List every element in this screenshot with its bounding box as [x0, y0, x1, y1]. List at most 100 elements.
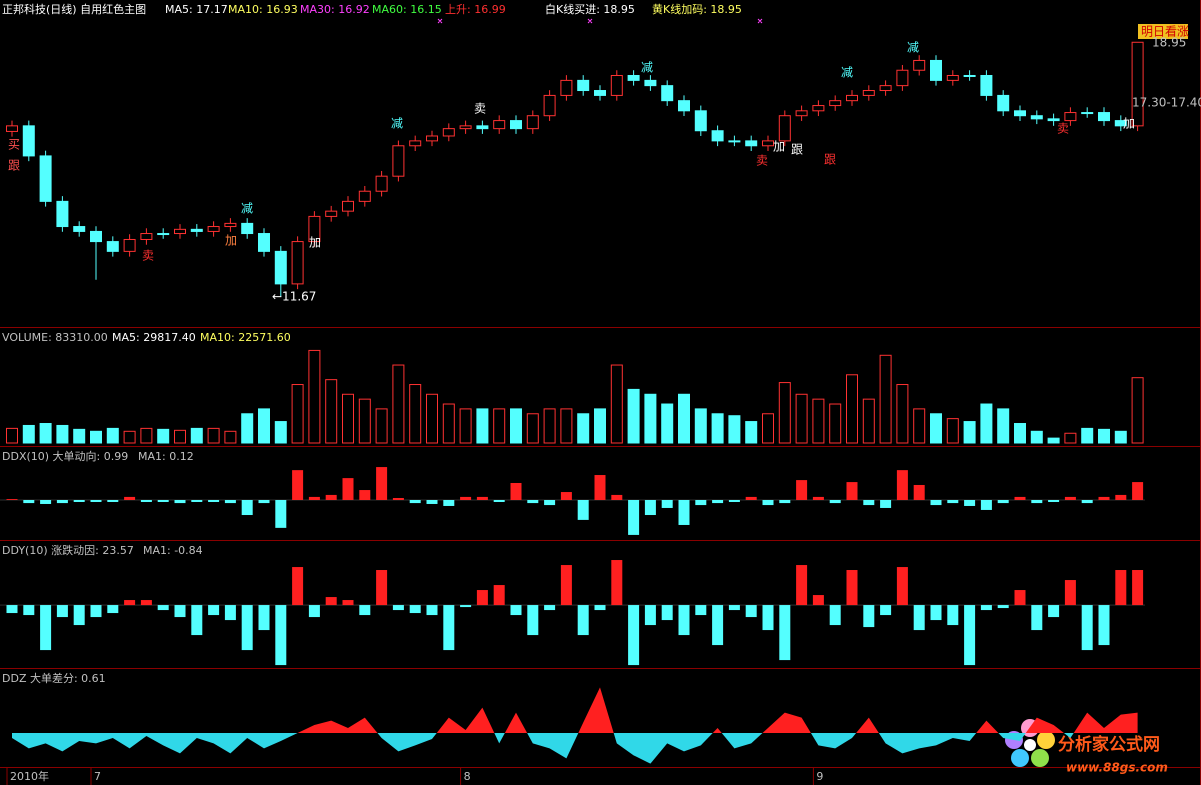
bar [275, 500, 287, 528]
candle-body [106, 241, 119, 252]
bar [1014, 590, 1026, 606]
bar [527, 500, 539, 504]
bar [6, 499, 18, 500]
volume-bar [207, 427, 220, 444]
bar [997, 605, 1009, 609]
bar [997, 500, 1009, 504]
candle-body [308, 215, 321, 243]
candle-body [846, 94, 858, 102]
bar [712, 605, 724, 646]
bar [544, 500, 556, 506]
bar [779, 605, 791, 661]
bar [712, 500, 724, 504]
candle-body [610, 74, 623, 96]
bar [1031, 605, 1043, 631]
candle-body [291, 241, 304, 285]
bar [90, 500, 102, 502]
candle-body [694, 110, 707, 132]
x-tick-label: 9 [816, 770, 823, 783]
bar [241, 605, 253, 651]
bar [23, 500, 35, 504]
annotation: 卖 [142, 249, 154, 263]
candle-body [442, 128, 455, 137]
bar [644, 605, 656, 626]
bar [409, 605, 421, 614]
annotation: ←11.67 [272, 290, 316, 304]
volume-bar [6, 427, 18, 444]
bar [829, 500, 841, 504]
candle-body [224, 222, 237, 228]
volume-bar [291, 384, 304, 444]
volume-bar [896, 384, 909, 444]
volume-bar [241, 413, 254, 444]
annotation: 跟 [824, 153, 836, 167]
candle-body [157, 233, 170, 236]
candle-body [526, 115, 539, 130]
candle-body [1014, 110, 1026, 117]
bar [611, 560, 623, 606]
annotation: 卖 [474, 102, 486, 116]
volume-bar [1114, 430, 1127, 444]
bar [376, 467, 388, 500]
volume-bar [476, 408, 489, 444]
candle-body [6, 125, 18, 132]
volume-bar [644, 393, 657, 444]
volume-bar [73, 428, 86, 444]
annotation: 跟 [791, 143, 803, 157]
legend-label: MA60: 16.15 [372, 3, 442, 16]
petal [1037, 731, 1055, 749]
candle-body [661, 85, 674, 102]
volume-bar [778, 382, 791, 444]
bar [880, 605, 892, 616]
volume-bar [678, 393, 690, 444]
volume-bar [930, 413, 942, 444]
bar [476, 590, 488, 606]
bar [409, 500, 421, 504]
bar [930, 605, 942, 621]
bar [426, 500, 438, 504]
bar [308, 496, 320, 500]
volume-bar [610, 364, 623, 444]
candle-body [140, 233, 153, 240]
flower-center [1024, 739, 1036, 751]
volume-bar [543, 408, 556, 444]
candle-body [728, 140, 741, 143]
volume-bar [560, 408, 573, 444]
bar [661, 500, 673, 508]
bar [812, 595, 824, 606]
bar [1081, 500, 1093, 504]
candle-body [745, 140, 758, 147]
bar [325, 597, 337, 606]
bar [292, 470, 304, 500]
candle-body [392, 145, 405, 177]
annotation: 17.30-17.40 [1132, 96, 1201, 110]
candle-body [812, 105, 825, 112]
legend-label: MA1: -0.84 [143, 544, 203, 557]
candle-body [375, 175, 388, 192]
candle-body [342, 200, 354, 212]
volume-bar [1014, 423, 1026, 444]
bar [980, 605, 992, 611]
annotation: 减 [241, 202, 253, 216]
volume-bar [728, 415, 741, 444]
bar [796, 565, 808, 606]
bar [863, 605, 875, 628]
candle-body [930, 59, 942, 81]
bar [1098, 496, 1110, 500]
bar [258, 500, 270, 504]
bar [124, 600, 136, 606]
legend-label: DDX(10) 大单动向: 0.99 [2, 449, 128, 463]
volume-bar [661, 403, 674, 444]
annotation: 跟 [8, 159, 20, 173]
bar [1081, 605, 1093, 651]
volume-bar [762, 413, 774, 444]
volume-bar [997, 408, 1010, 444]
bar [896, 470, 908, 500]
volume-bar [829, 403, 842, 444]
volume-bar [409, 384, 422, 444]
candle-body [644, 79, 657, 87]
bar [1031, 500, 1043, 504]
bar [577, 500, 589, 520]
bar [695, 500, 707, 506]
x-tick-label: 8 [464, 770, 471, 783]
